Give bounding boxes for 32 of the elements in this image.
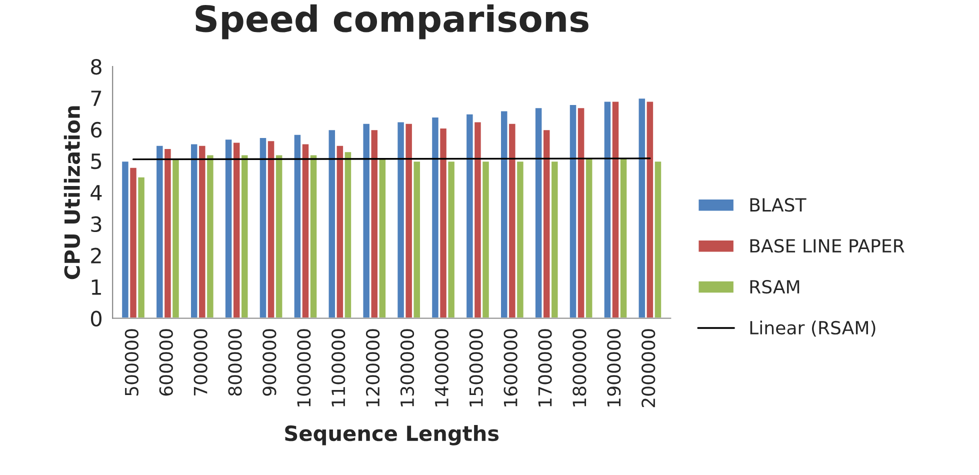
y-tick-label: 4: [90, 185, 102, 200]
chart-title: Speed comparisons: [196, 4, 588, 40]
legend-label: RSAM: [750, 280, 800, 294]
x-tick-label: 1400000: [434, 329, 449, 406]
x-tick-label: 1900000: [607, 329, 621, 406]
y-tick-label: 2: [91, 248, 101, 264]
y-tick-label: 7: [91, 90, 102, 106]
x-tick-label: 600000: [159, 329, 173, 396]
y-tick-label: 8: [91, 58, 102, 75]
x-tick-label: 1200000: [366, 329, 380, 406]
legend-label: Linear (RSAM): [750, 320, 876, 337]
x-tick-label: 1700000: [538, 329, 552, 406]
x-tick-label: 1600000: [504, 329, 518, 406]
y-tick-label: 0: [90, 310, 102, 326]
x-tick-label: 1100000: [332, 329, 346, 406]
legend-label: BASE LINE PAPER: [750, 239, 904, 253]
y-tick-label: 1: [92, 280, 101, 295]
x-axis-title: Sequence Lengths: [285, 425, 499, 446]
x-tick-label: 1800000: [572, 329, 586, 406]
x-tick-label: 1300000: [400, 329, 414, 406]
y-tick-label: 3: [91, 216, 102, 232]
legend-label: BLAST: [750, 198, 806, 212]
x-tick-label: 800000: [228, 329, 242, 396]
x-tick-label: 1000000: [297, 329, 311, 406]
x-tick-label: 700000: [194, 329, 208, 396]
x-tick-label: 2000000: [642, 329, 656, 408]
y-tick-label: 6: [91, 122, 102, 138]
y-axis-title: CPU Utilization: [64, 106, 80, 280]
x-tick-label: 900000: [262, 329, 276, 396]
x-tick-label: 500000: [124, 329, 138, 396]
y-tick-label: 5: [91, 154, 102, 170]
x-tick-label: 1500000: [469, 329, 483, 406]
